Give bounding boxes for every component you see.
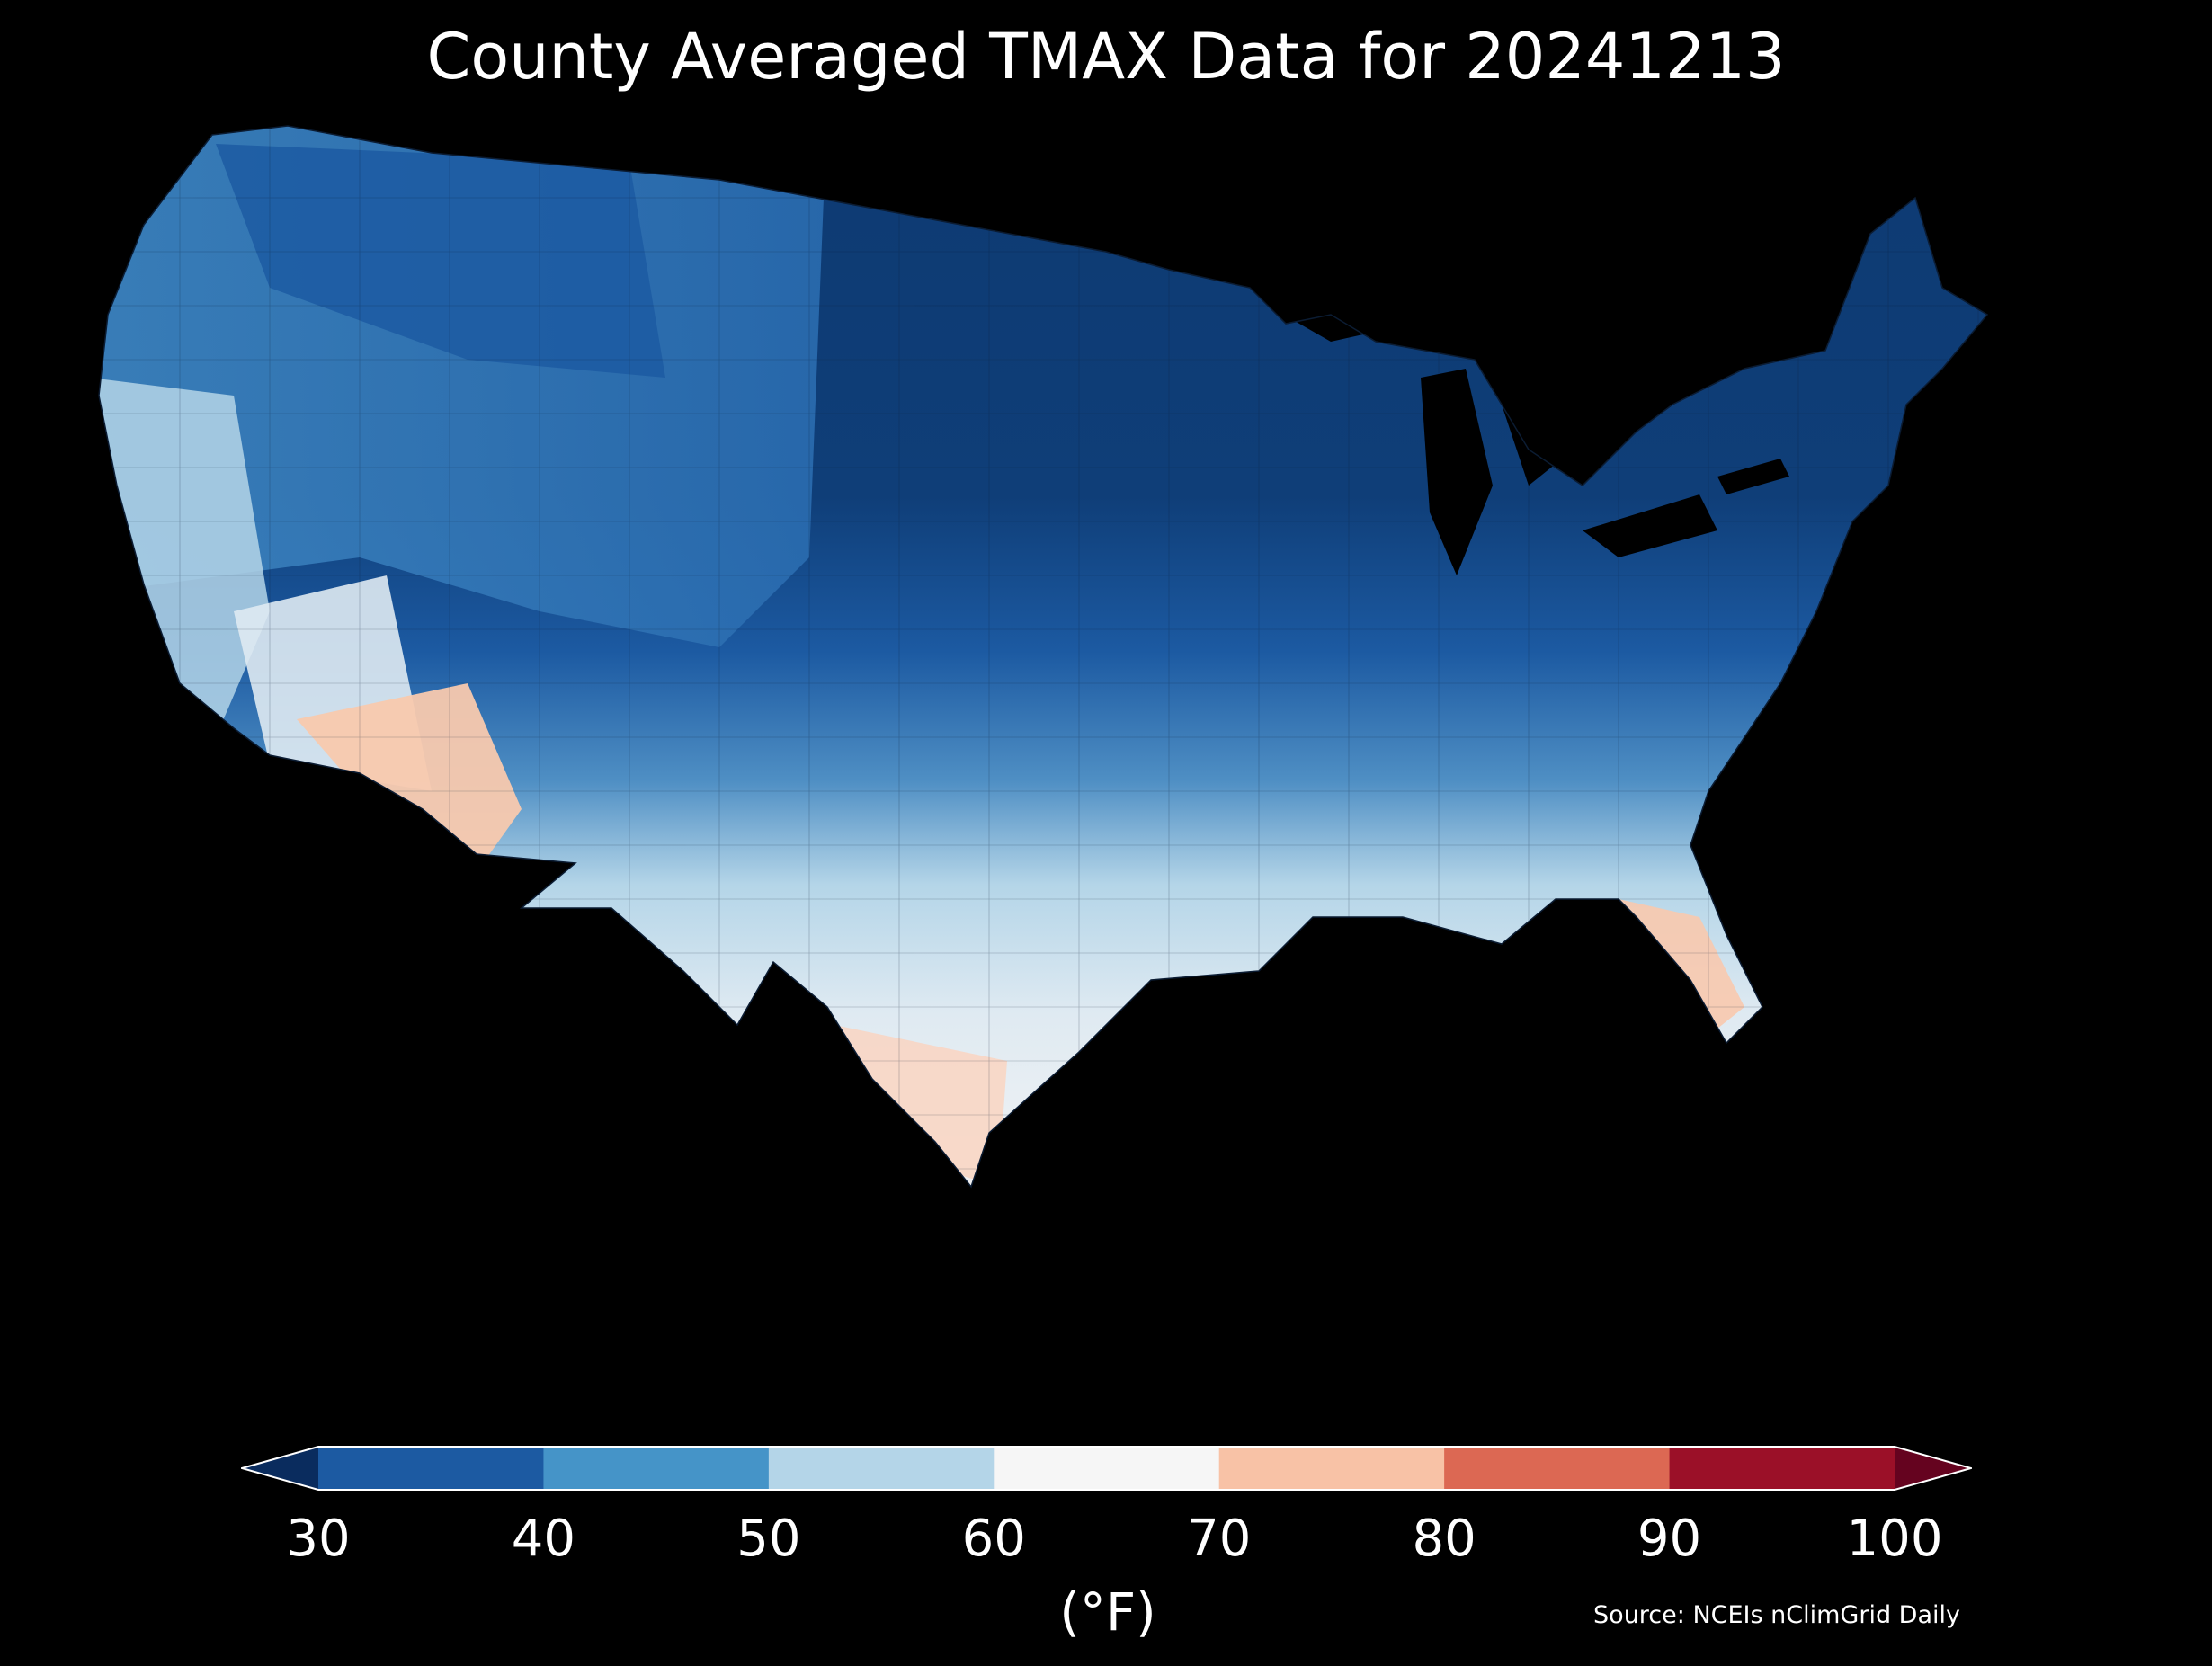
colorbar-tick-label: 40 [511, 1510, 576, 1568]
colorbar-tick-label: 100 [1846, 1510, 1943, 1568]
colorbar-tick-label: 60 [961, 1510, 1026, 1568]
colorbar-outline [241, 1446, 1972, 1491]
colorbar-bin-60-70 [994, 1448, 1220, 1489]
colorbar-bin-40-50 [543, 1448, 770, 1489]
colorbar-bin-80-90 [1444, 1448, 1671, 1489]
colorbar-tick-label: 80 [1412, 1510, 1476, 1568]
colorbar [241, 1446, 1972, 1491]
colorbar-tick-label: 50 [736, 1510, 801, 1568]
colorbar-tick-label: 70 [1187, 1510, 1252, 1568]
colorbar-over-arrow [1895, 1448, 1972, 1489]
colorbar-unit-label: (°F) [1059, 1581, 1156, 1643]
colorbar-bin-70-80 [1218, 1448, 1445, 1489]
colorbar-bin-90-100 [1669, 1448, 1895, 1489]
chart-title: County Averaged TMAX Data for 20241213 [426, 20, 1786, 94]
colorbar-bin-30-40 [318, 1448, 544, 1489]
colorbar-tick-label: 90 [1637, 1510, 1702, 1568]
us-county-map [90, 108, 2122, 1403]
colorbar-tick-label: 30 [286, 1510, 351, 1568]
colorbar-under-arrow [241, 1448, 318, 1489]
source-credit: Source: NCEIs nClimGrid Daily [1593, 1601, 1960, 1629]
colorbar-bin-50-60 [768, 1448, 995, 1489]
